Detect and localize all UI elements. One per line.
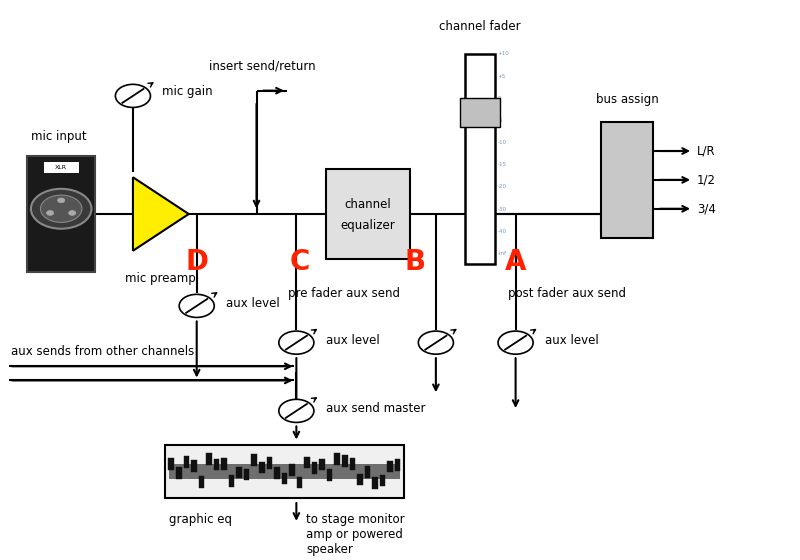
Text: L/R: L/R [697, 144, 715, 157]
Text: mic input: mic input [31, 130, 87, 143]
Bar [334, 453, 340, 465]
Bar [319, 459, 325, 470]
Bar [214, 459, 219, 470]
FancyBboxPatch shape [460, 98, 500, 127]
Bar [350, 458, 355, 470]
Text: channel fader: channel fader [439, 20, 521, 33]
Bar [169, 458, 174, 470]
Circle shape [179, 295, 214, 318]
Text: aux level: aux level [545, 334, 599, 347]
Bar [312, 462, 318, 474]
Text: D: D [186, 248, 208, 276]
Text: graphic eq: graphic eq [169, 514, 232, 526]
Text: A: A [505, 248, 526, 276]
Text: -40: -40 [498, 228, 506, 234]
Bar [266, 457, 272, 469]
Text: mic gain: mic gain [162, 85, 213, 98]
Polygon shape [133, 178, 189, 251]
Circle shape [31, 189, 91, 228]
Circle shape [418, 331, 454, 354]
Bar [289, 464, 294, 475]
Bar [380, 474, 386, 486]
Circle shape [46, 211, 54, 216]
Bar [372, 478, 378, 489]
FancyBboxPatch shape [165, 445, 404, 497]
Text: 1/2: 1/2 [697, 174, 716, 186]
Bar [259, 461, 265, 473]
Text: 3/4: 3/4 [697, 202, 716, 215]
Text: bus assign: bus assign [596, 94, 658, 106]
Circle shape [58, 198, 65, 203]
Text: aux level: aux level [226, 297, 280, 310]
Text: +10: +10 [498, 52, 509, 57]
Bar [206, 453, 212, 465]
Text: +5: +5 [498, 73, 506, 78]
Text: aux sends from other channels: aux sends from other channels [11, 346, 194, 358]
Bar [236, 467, 242, 478]
Circle shape [115, 85, 150, 108]
Circle shape [279, 331, 314, 354]
Bar [327, 469, 333, 481]
Text: to stage monitor
amp or powered
speaker: to stage monitor amp or powered speaker [306, 514, 405, 556]
Bar [191, 460, 197, 472]
Bar [169, 464, 400, 479]
Circle shape [69, 211, 76, 216]
Text: -20: -20 [498, 184, 506, 189]
Text: -inf: -inf [498, 251, 506, 256]
Bar [304, 457, 310, 469]
Text: insert send/return: insert send/return [209, 59, 315, 72]
Text: aux send master: aux send master [326, 402, 426, 415]
Bar [395, 459, 400, 470]
Text: -5: -5 [498, 118, 502, 123]
Bar [365, 466, 370, 478]
Text: channel: channel [345, 198, 391, 211]
Bar [183, 456, 189, 468]
Bar [198, 476, 204, 488]
Bar [229, 475, 234, 487]
Bar [274, 467, 280, 479]
FancyBboxPatch shape [465, 54, 495, 264]
Text: 0: 0 [498, 96, 501, 101]
Circle shape [279, 399, 314, 422]
Bar [342, 455, 347, 466]
Bar [44, 161, 78, 173]
Bar [222, 458, 227, 469]
FancyBboxPatch shape [602, 122, 653, 237]
Text: post fader aux send: post fader aux send [508, 287, 626, 300]
Circle shape [498, 331, 533, 354]
Text: mic preamp: mic preamp [126, 272, 196, 285]
Bar [176, 467, 182, 479]
Bar [357, 474, 362, 485]
Text: equalizer: equalizer [341, 219, 395, 232]
Text: pre fader aux send: pre fader aux send [288, 287, 400, 300]
Text: -15: -15 [498, 162, 506, 167]
FancyBboxPatch shape [27, 156, 95, 272]
Text: B: B [404, 248, 426, 276]
Bar [251, 454, 257, 466]
FancyBboxPatch shape [326, 169, 410, 259]
Text: C: C [289, 248, 310, 276]
Circle shape [41, 195, 82, 222]
Bar [387, 461, 393, 472]
Bar [244, 469, 250, 480]
Text: -30: -30 [498, 207, 506, 212]
Text: aux level: aux level [326, 334, 380, 347]
Text: XLR: XLR [55, 165, 67, 170]
Text: -10: -10 [498, 140, 506, 145]
Bar [297, 477, 302, 488]
Bar [282, 473, 287, 484]
